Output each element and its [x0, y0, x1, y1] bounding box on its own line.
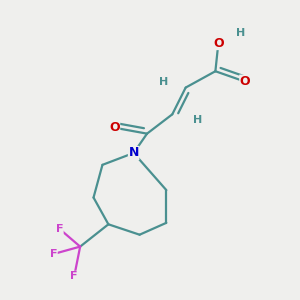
Text: N: N: [128, 146, 139, 160]
Text: O: O: [240, 75, 250, 88]
Text: O: O: [213, 37, 224, 50]
Text: H: H: [236, 28, 245, 38]
Text: F: F: [56, 224, 63, 234]
Text: F: F: [50, 249, 57, 259]
Text: F: F: [70, 271, 78, 281]
Text: O: O: [109, 121, 120, 134]
Text: H: H: [193, 115, 202, 125]
Text: H: H: [159, 76, 168, 87]
